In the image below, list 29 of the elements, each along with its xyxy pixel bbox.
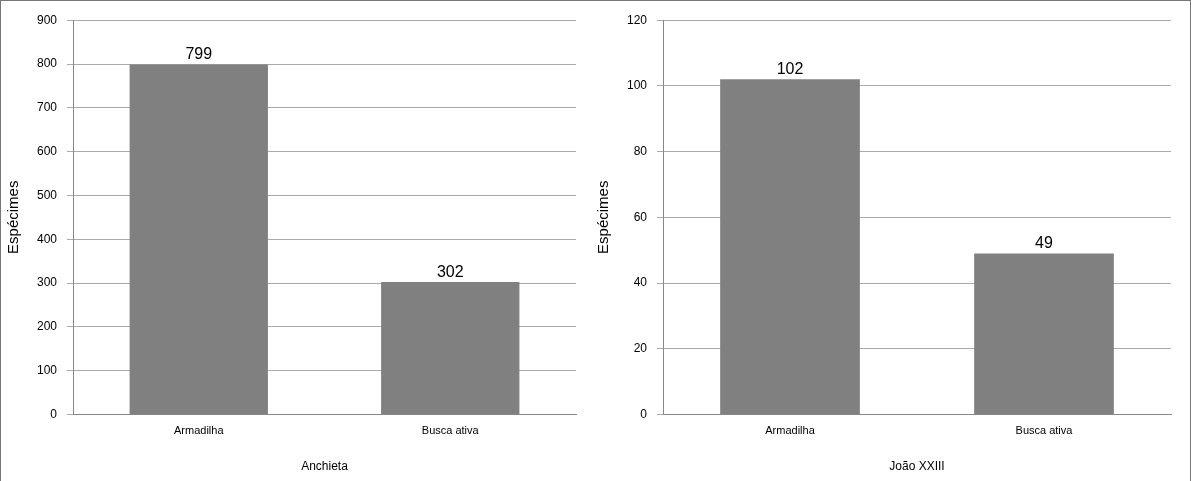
y-tick-label: 0 [640,406,648,421]
y-tick-label: 700 [36,100,58,115]
data-label: 302 [436,262,464,280]
x-axis-title: Anchieta [301,459,349,474]
y-tick-label: 900 [36,12,58,27]
x-tick-label: Armadilha [174,424,225,437]
y-tick-label: 200 [36,319,58,334]
y-tick-label: 300 [36,275,58,290]
y-tick-label: 40 [633,275,648,290]
data-label: 102 [776,59,804,77]
x-tick-label: Busca ativa [421,424,480,437]
y-tick-label: 100 [626,78,648,93]
y-axis-title: Espécimes [4,180,22,254]
y-tick-label: 80 [633,143,648,158]
y-tick-label: 600 [36,143,58,158]
data-label: 799 [185,44,213,62]
y-tick-label: 800 [36,56,58,71]
y-tick-label: 400 [36,231,58,246]
x-tick-label: Busca ativa [1015,424,1074,437]
y-tick-label: 120 [626,12,648,27]
x-axis-title: João XXIII [889,459,945,474]
y-tick-label: 100 [36,362,58,377]
x-tick-label: Armadilha [765,424,816,437]
data-label: 49 [1035,233,1054,251]
y-axis-title: Espécimes [594,180,612,254]
y-tick-label: 0 [50,406,58,421]
y-tick-label: 20 [633,341,648,356]
y-tick-label: 60 [633,209,648,224]
y-tick-label: 500 [36,187,58,202]
